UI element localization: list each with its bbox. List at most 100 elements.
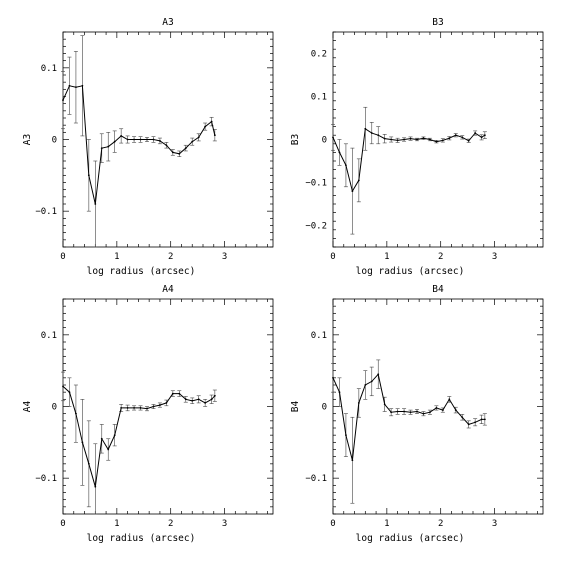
data-point — [75, 412, 77, 415]
data-point — [429, 411, 431, 414]
data-point — [364, 384, 367, 386]
y-tick-label: 0 — [52, 136, 57, 146]
data-point — [435, 407, 438, 409]
data-point — [422, 412, 425, 415]
error-bars — [331, 359, 487, 504]
data-point — [345, 164, 347, 167]
data-point — [377, 134, 380, 137]
data-point — [467, 423, 470, 426]
data-point — [75, 86, 77, 89]
data-point — [370, 132, 373, 134]
x-tick-label: 3 — [222, 252, 227, 262]
data-point — [94, 485, 97, 488]
data-point — [390, 138, 393, 141]
data-point — [364, 127, 367, 130]
y-axis-label: B4 — [290, 401, 301, 413]
data-point — [332, 136, 334, 139]
data-point — [126, 407, 129, 409]
data-point — [441, 409, 444, 411]
y-tick-label: −0.2 — [305, 222, 327, 232]
data-points — [62, 84, 216, 205]
y-tick-label: −0.1 — [305, 179, 327, 189]
y-tick-label: 0 — [52, 403, 57, 413]
x-tick-label: 3 — [222, 519, 227, 529]
data-point — [467, 139, 470, 142]
data-point — [357, 179, 360, 182]
data-point — [396, 139, 399, 142]
data-point — [126, 138, 129, 141]
panel-title: A4 — [162, 284, 174, 295]
data-points — [62, 385, 216, 488]
data-point — [204, 402, 207, 404]
y-tick-label: 0.1 — [311, 93, 327, 103]
data-point — [403, 410, 405, 413]
panel-b4: B4 B4 log radius (arcsec) 0 1 2 3 −0.1 0 0.1 — [290, 284, 544, 544]
data-point — [474, 421, 477, 424]
data-point — [197, 398, 200, 401]
data-point — [81, 441, 84, 444]
data-point — [448, 137, 451, 140]
panel-b3: B3 B3 log radius (arcsec) 0 1 2 3−0.2−0.100… — [290, 17, 544, 277]
data-point — [454, 409, 457, 411]
x-tick-label: 2 — [438, 252, 443, 262]
data-point — [461, 416, 464, 419]
data-point — [461, 136, 464, 139]
plot-frame — [332, 298, 544, 515]
data-point — [351, 190, 354, 193]
y-tick-label: 0.1 — [311, 331, 327, 341]
x-tick-label: 2 — [438, 519, 443, 529]
data-point — [184, 398, 187, 401]
x-tick-label: 3 — [492, 519, 497, 529]
ticks: 0 1 2 3 −0.1 0 0.1 — [35, 298, 273, 529]
data-point — [159, 140, 161, 142]
data-point — [171, 151, 174, 154]
panel-title: B4 — [432, 284, 444, 295]
data-point — [213, 394, 216, 397]
data-point — [191, 399, 194, 402]
ticks: 0 1 2 3 −0.1 0 0.1 — [35, 31, 273, 262]
y-tick-label: 0.1 — [41, 64, 57, 74]
x-axis-label: log radius (arcsec) — [356, 266, 465, 277]
data-point — [146, 138, 148, 141]
y-axis-label: A3 — [22, 134, 33, 145]
data-point — [480, 418, 483, 421]
data-point — [338, 151, 341, 154]
x-tick-label: 2 — [168, 519, 173, 529]
data-point — [165, 144, 168, 147]
data-point — [390, 411, 393, 414]
data-point — [178, 392, 181, 395]
data-point — [197, 136, 200, 139]
data-point — [94, 203, 97, 205]
data-point — [357, 402, 360, 404]
data-point — [152, 138, 155, 141]
panel-title: B3 — [432, 17, 443, 28]
x-tick-label: 0 — [330, 252, 335, 262]
data-point — [120, 407, 123, 409]
data-point — [191, 140, 194, 143]
x-tick-label: 0 — [60, 252, 65, 262]
panel-a3: A3 A3 log radius (arcsec) 0 1 2 3 −0.1 0 0.1 — [22, 17, 274, 277]
data-point — [403, 138, 405, 141]
data-point — [210, 398, 213, 401]
data-point — [409, 137, 412, 140]
plot-frame — [62, 298, 274, 515]
data-point — [345, 434, 347, 437]
plot-frame — [62, 31, 274, 248]
x-tick-label: 1 — [384, 519, 389, 529]
data-point — [171, 392, 174, 395]
data-point — [483, 134, 486, 137]
data-point — [429, 138, 431, 141]
data-point — [107, 145, 110, 148]
data-point — [178, 152, 181, 155]
data-point — [435, 140, 438, 143]
data-point — [480, 136, 483, 139]
data-point — [409, 411, 412, 414]
data-point — [448, 398, 451, 401]
y-tick-label: −0.1 — [35, 474, 57, 484]
y-tick-label: −0.1 — [35, 207, 57, 217]
data-point — [383, 403, 386, 406]
data-point — [422, 137, 425, 140]
x-tick-label: 3 — [492, 252, 497, 262]
data-point — [100, 437, 103, 440]
